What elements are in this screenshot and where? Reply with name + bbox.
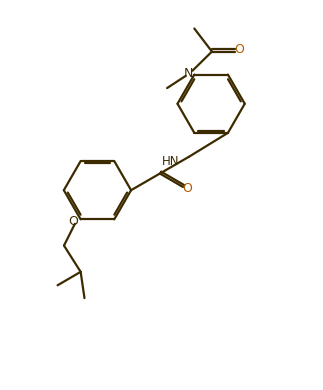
Text: HN: HN	[162, 155, 180, 168]
Text: O: O	[182, 182, 193, 195]
Text: N: N	[184, 67, 193, 80]
Text: O: O	[69, 215, 78, 229]
Text: O: O	[234, 43, 245, 55]
